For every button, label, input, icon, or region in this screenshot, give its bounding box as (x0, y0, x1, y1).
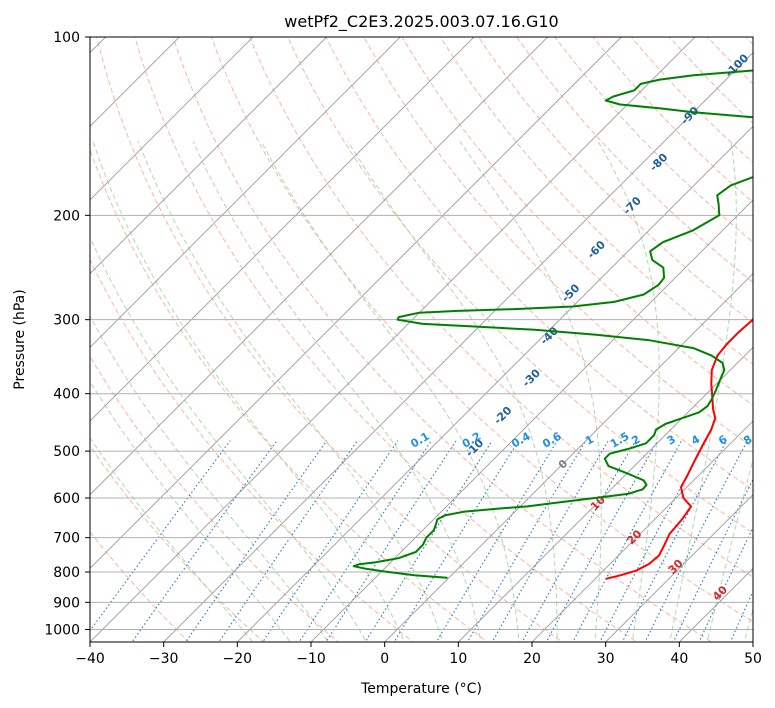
moist-adiabat-line (347, 141, 558, 642)
dry-adiabat-line (90, 531, 190, 642)
mixing-ratio-line (491, 440, 609, 642)
y-tick-label: 600 (53, 491, 80, 507)
dry-adiabat-line (287, 37, 753, 534)
dewpoint-profile-line (352, 69, 753, 579)
isotherm-line (90, 37, 549, 496)
dry-adiabat-line (630, 37, 753, 164)
x-tick-label: −10 (296, 651, 326, 667)
profile-series (352, 69, 753, 580)
y-tick-label: 800 (53, 565, 80, 581)
moist-adiabat-line (706, 457, 753, 642)
isotherm-line (90, 37, 622, 569)
mixing-ratio-line (466, 440, 587, 642)
y-tick-label: 900 (53, 595, 80, 611)
isotherm-line (457, 346, 753, 642)
mixing-ratio-line (545, 440, 659, 642)
isotherm-line (310, 199, 753, 642)
dry-adiabat-line (172, 37, 713, 642)
y-tick-label: 100 (53, 30, 80, 46)
y-tick-label: 700 (53, 531, 80, 547)
dry-adiabat-line (401, 37, 753, 407)
x-tick-label: 50 (744, 651, 762, 667)
dry-adiabats (90, 37, 753, 642)
isotherm-line (605, 494, 753, 642)
isotherm-line (384, 273, 753, 642)
moist-adiabat-line (669, 141, 737, 642)
isotherm-line (90, 37, 180, 127)
y-tick-label: 500 (53, 444, 80, 460)
moist-adiabat-line (192, 141, 482, 642)
isotherm-line (236, 125, 753, 642)
x-tick-label: 30 (597, 651, 615, 667)
mixing-ratio-line (364, 440, 493, 642)
isotherms (90, 37, 753, 642)
isotherm-line (163, 52, 753, 642)
dry-adiabat-line (210, 37, 753, 623)
plot-frame (89, 36, 754, 643)
moist-adiabat-line (743, 607, 753, 642)
y-tick-label: 400 (53, 387, 80, 403)
dry-adiabat-line (592, 37, 753, 203)
dry-adiabat-line (439, 37, 753, 365)
isotherm-line (90, 37, 696, 642)
dry-adiabat-line (516, 37, 753, 284)
plot-area: -100-90-80-70-60-50-40-30-20-100.1 0.2 0.4… (90, 37, 754, 642)
y-axis-label: Pressure (hPa) (12, 289, 28, 389)
axis-ticks: −40 −30 −20 −10 0 10 20 30 40 50 100 200 300 400 500 60… (44, 30, 762, 667)
mixing-ratio-label: 8 (741, 433, 754, 448)
isotherm-line (531, 420, 753, 642)
isotherm-line (90, 37, 254, 201)
dry-adiabat-line (325, 37, 753, 491)
mixing-ratio-line (572, 440, 683, 642)
moist-adiabat-line (90, 380, 291, 642)
moist-adiabat-line (90, 436, 254, 642)
y-tick-label: 200 (53, 208, 80, 224)
dry-adiabat-line (90, 148, 489, 642)
mixing-ratio-line (131, 440, 278, 642)
mixing-ratio-line (435, 440, 558, 642)
x-tick-label: 40 (670, 651, 688, 667)
dry-adiabat-line (96, 37, 564, 642)
x-tick-label: 0 (380, 651, 389, 667)
dry-adiabat-line (134, 37, 638, 642)
moist-adiabat-line (90, 235, 367, 642)
mixing-ratio-line (521, 440, 637, 642)
mixing-ratio-line (262, 440, 399, 642)
x-tick-label: −20 (223, 651, 253, 667)
isotherm-line (90, 37, 401, 348)
moist-adiabat-line (459, 141, 602, 642)
dry-adiabat-line (248, 37, 753, 578)
isotherm-line (90, 37, 475, 422)
y-tick-label: 1000 (44, 622, 80, 638)
mixing-ratio-lines (90, 440, 753, 642)
x-tick-label: −40 (75, 651, 105, 667)
isobars (90, 37, 753, 630)
moist-adiabat-line (137, 141, 444, 642)
x-axis-label: Temperature (°C) (360, 681, 482, 697)
moist-adiabats (90, 141, 753, 642)
x-tick-label: 20 (523, 651, 541, 667)
mixing-ratio-line (621, 440, 728, 642)
mixing-ratio-line (599, 440, 707, 642)
mixing-ratio-line (298, 440, 432, 642)
moist-adiabat-line (92, 141, 406, 642)
x-tick-label: 10 (449, 651, 467, 667)
dry-adiabat-line (90, 258, 414, 642)
mixing-ratio-line (672, 478, 753, 642)
moist-adiabat-line (90, 314, 329, 642)
y-tick-label: 300 (53, 313, 80, 329)
isotherm-line (90, 37, 328, 275)
mixing-ratio-line (644, 440, 748, 642)
chart-title: wetPf2_C2E3.2025.003.07.16.G10 (284, 12, 558, 32)
x-tick-label: −30 (149, 651, 179, 667)
temperature-profile-line (605, 317, 753, 580)
